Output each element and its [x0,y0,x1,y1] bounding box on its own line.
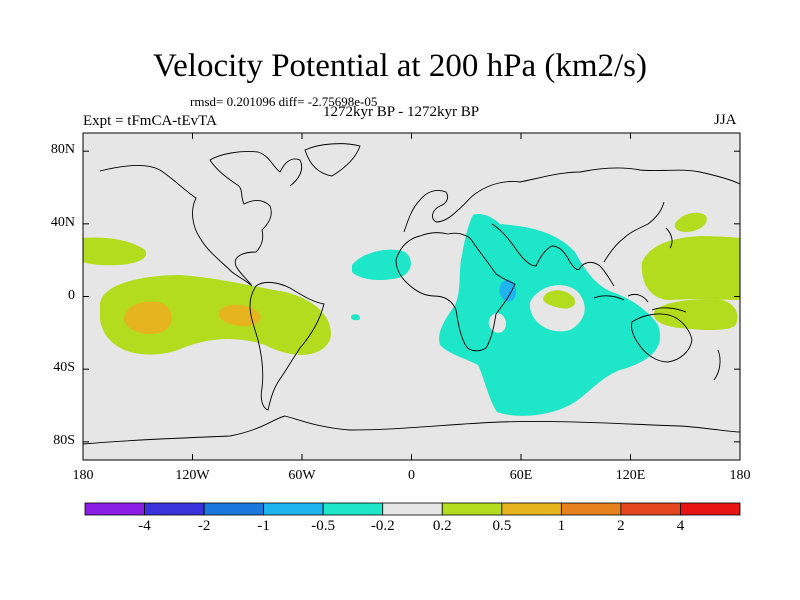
coastlines [83,143,740,445]
period-label: 1272kyr BP - 1272kyr BP [323,104,480,120]
contour-indian-ocean [439,214,661,416]
lat-tick-label: 40S [53,360,75,376]
contour-east-africa-core [499,279,517,302]
coast-new-zealand [713,349,721,381]
lon-tick-label: 120W [175,468,210,483]
colorbar-swatch [84,502,145,516]
colorbar-swatch [560,502,622,516]
colorbar-label: 4 [676,518,685,534]
colorbar-label: -0.2 [370,518,395,534]
coast-africa-europe [395,189,516,352]
coast-maritime [593,293,687,313]
lat-tick-label: 0 [68,287,75,303]
colorbar-swatch [441,502,503,516]
colorbar-label: -2 [197,518,211,534]
experiment-label: Expt = tFmCA-tEvTA [83,113,217,129]
lon-tick-label: 180 [72,468,94,483]
contour-central-pacific [100,275,331,355]
axis-ticks [82,133,741,460]
colorbar-swatch [144,502,205,516]
contour-west-pacific [641,236,740,300]
colorbar-label: -4 [138,518,151,534]
coast-australia [631,313,693,363]
coast-japan [665,227,673,249]
lat-tick-label: 40N [50,214,75,230]
contour-northwest-pacific-cell [674,212,707,232]
contour-atlantic [352,249,411,280]
colorbar-swatch [203,502,265,516]
lat-tick-label: 80S [53,432,75,448]
page-title: Velocity Potential at 200 hPa (km2/s) [152,48,648,84]
colorbar-label: -0.5 [311,518,336,534]
colorbar-swatch [382,502,443,516]
colorbar-swatch [680,502,741,516]
colorbar-swatch [501,502,562,516]
lon-tick-label: 60E [509,468,533,483]
colorbar-label: 1 [557,518,566,534]
contour-fills [83,212,740,416]
contour-atlantic-small [351,314,360,321]
colorbar-label: 2 [617,518,625,534]
colorbar [84,502,741,516]
colorbar-label: 0.2 [432,518,452,534]
lon-tick-label: 60W [288,468,316,483]
coast-asia [477,167,740,287]
coast-greenland [304,143,361,177]
lat-tick-label: 80N [50,142,75,158]
contour-central-pacific-core [124,301,172,335]
season-label: JJA [714,112,737,128]
colorbar-label: 0.5 [492,518,512,534]
coast-antarctica [83,415,740,445]
lon-tick-label: 120E [615,468,646,483]
coast-north-america [99,151,303,287]
colorbar-swatch [263,502,324,516]
lon-tick-label: 0 [408,468,415,483]
coast-south-america [249,281,325,411]
lon-tick-label: 180 [729,468,751,483]
colorbar-label: -1 [257,518,270,534]
stats-label: rmsd= 0.201096 diff= -2.75698e-05 [190,94,378,109]
contour-indian-ocean-positive [543,290,576,309]
colorbar-swatch [322,502,384,516]
contour-north-pacific [83,237,147,266]
colorbar-swatch [620,502,681,516]
contour-maritime-continent [653,299,738,330]
